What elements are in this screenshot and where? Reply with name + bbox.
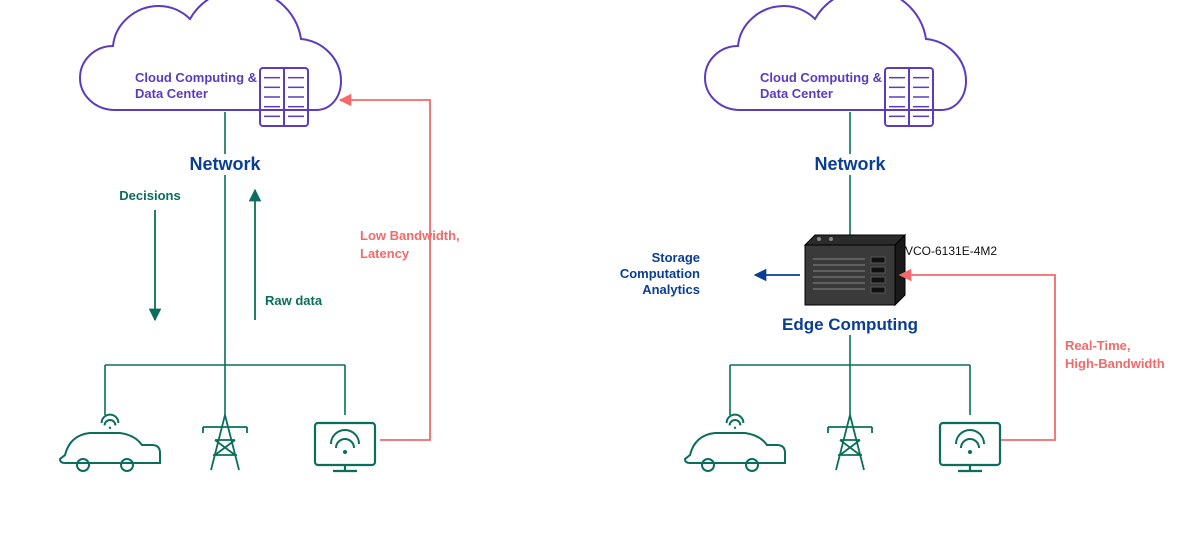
right-cloud-label1: Cloud Computing & (760, 70, 882, 85)
right-analytics-label3: Analytics (642, 282, 700, 297)
left-car-icon (60, 433, 160, 463)
left-tower-icon (203, 415, 247, 470)
left-decisions-label: Decisions (119, 188, 180, 203)
edge-device (805, 235, 905, 305)
right-cloud-outline (705, 0, 966, 110)
right-cloud-label2: Data Center (760, 86, 833, 101)
right-bandwidth-label2: High-Bandwidth (1065, 356, 1165, 371)
left-cloud (80, 0, 341, 126)
left-network-label: Network (189, 154, 261, 174)
left-bandwidth-label2: Latency (360, 246, 410, 261)
left-cloud-label1: Cloud Computing & (135, 70, 257, 85)
left-bandwidth-label1: Low Bandwidth, (360, 228, 460, 243)
right-devices (685, 415, 1000, 471)
right-analytics-label2: Computation (620, 266, 700, 281)
right-network-label: Network (814, 154, 886, 174)
left-cloud-outline (80, 0, 341, 110)
right-edge-title: Edge Computing (782, 315, 918, 334)
left-rawdata-label: Raw data (265, 293, 323, 308)
left-devices (60, 415, 375, 471)
left-latency-arrow (340, 100, 430, 440)
right-bandwidth-label1: Real-Time, (1065, 338, 1131, 353)
right-car-icon (685, 433, 785, 463)
right-realtime-arrow (900, 275, 1055, 440)
right-analytics-label1: Storage (652, 250, 700, 265)
right-product-label: VCO-6131E-4M2 (905, 244, 997, 258)
edge-device-front (805, 245, 895, 305)
right-cloud (705, 0, 966, 126)
left-cloud-label2: Data Center (135, 86, 208, 101)
right-tower-icon (828, 415, 872, 470)
